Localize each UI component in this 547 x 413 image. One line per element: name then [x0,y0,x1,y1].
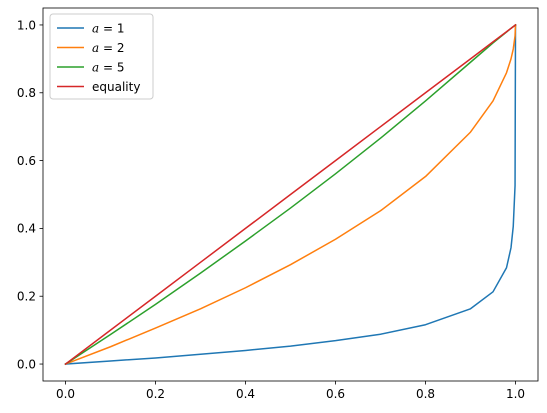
legend-entry-3: equality [92,80,140,94]
x-tick-label: 0.2 [146,387,165,401]
legend-variable: a [92,60,99,74]
series-line-0 [64,24,517,365]
series-layer [64,23,517,366]
y-tick-label: 1.0 [17,18,36,32]
axes-frame [42,7,539,382]
series-line-1 [64,24,517,366]
x-tick-label: 0.8 [416,387,435,401]
legend-value: 5 [117,60,125,74]
y-tick-label: 0.0 [17,357,36,371]
legend-box [49,13,154,100]
legend-equals: = [99,41,117,55]
legend-value: 2 [117,41,125,55]
x-tick-label: 0.4 [236,387,255,401]
legend-entry-2: a = 5 [92,60,124,74]
x-tick-label: 1.0 [506,387,525,401]
legend-value: 1 [117,21,125,35]
legend-entry-1: a = 2 [92,41,124,55]
x-tick-label: 0.0 [56,387,75,401]
legend-variable: a [92,41,99,55]
legend-entry-0: a = 1 [92,21,124,35]
x-tick-label: 0.6 [326,387,345,401]
legend-equals: = [99,60,117,74]
y-tick-label: 0.2 [17,290,36,304]
legend-variable: a [92,21,99,35]
y-tick-label: 0.6 [17,154,36,168]
y-tick-label: 0.4 [17,222,36,236]
axes-layer: 0.0 0.2 0.4 0.6 0.8 1.0 0.0 0.2 0.4 0.6 0.8 1.0 [17,7,539,401]
y-tick-label: 0.8 [17,86,36,100]
legend-equals: = [99,21,117,35]
series-line-3 [64,23,517,366]
